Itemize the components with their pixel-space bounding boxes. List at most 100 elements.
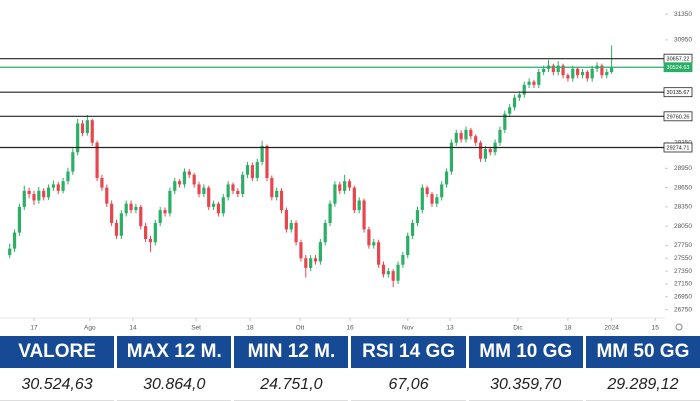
y-tick-label: 26950: [674, 294, 692, 301]
candle-body: [508, 107, 512, 114]
candle-body: [12, 232, 17, 249]
candle-body: [56, 184, 60, 191]
candle-body: [168, 190, 172, 214]
candle-body: [566, 75, 570, 79]
x-tick-label: 14: [129, 325, 137, 332]
candle-body: [216, 203, 221, 214]
candle-body: [110, 203, 114, 223]
y-tick-label: 28350: [674, 204, 692, 211]
level-label-box: [663, 62, 693, 73]
candle-body: [362, 200, 366, 230]
candle-body: [226, 184, 230, 198]
candle-body: [236, 190, 240, 195]
candle-body: [512, 97, 517, 108]
candle-body: [119, 213, 123, 236]
candle-body: [61, 181, 65, 191]
x-tick-label: 17: [30, 325, 38, 332]
table-value: 24.751,0: [234, 370, 349, 401]
candle-body: [415, 210, 420, 223]
candle-body: [250, 165, 255, 178]
x-tick-label: Dic: [513, 325, 523, 332]
candle-body: [537, 72, 541, 85]
candle-body: [488, 149, 492, 153]
candle-body: [556, 65, 560, 73]
y-tick-label: 30950: [674, 37, 692, 44]
candle-body: [80, 123, 85, 134]
candle-body: [464, 129, 468, 140]
candle-body: [129, 203, 133, 211]
chart: 26750 26950 27150 27350 27550 27750 28050 28350…: [0, 11, 693, 332]
level-label: 30657.22: [667, 57, 690, 63]
candle-body: [571, 68, 575, 79]
level-label-box: [663, 142, 693, 153]
table-header: MIN 12 M.: [234, 336, 349, 368]
candle-body: [343, 181, 347, 191]
candle-body: [309, 258, 313, 268]
candle-body: [410, 222, 415, 236]
candle-body: [401, 255, 405, 265]
candle-body: [46, 187, 51, 198]
x-tick-label: 15: [652, 325, 660, 332]
candle-body: [270, 177, 274, 198]
candle-body: [425, 187, 429, 195]
candle-body: [605, 72, 609, 76]
candle-body: [158, 210, 162, 223]
candle-body: [289, 222, 293, 230]
table-value: 30.864,0: [117, 370, 232, 401]
candle-body: [328, 203, 332, 223]
candle-body: [51, 184, 55, 188]
candle-body: [192, 174, 196, 185]
candle-body: [294, 222, 298, 243]
level-label: 30524.63: [667, 65, 690, 71]
candle-body: [144, 226, 148, 239]
candle-body: [37, 190, 41, 201]
y-tick-label: 27750: [674, 242, 692, 249]
level-label: 29274.71: [667, 145, 690, 151]
candle-body: [391, 271, 395, 281]
candle-body: [357, 200, 361, 211]
candle-body: [313, 258, 318, 262]
table-value: 67,06: [351, 370, 466, 401]
candle-body: [8, 248, 12, 256]
x-tick-label: Ago: [84, 325, 96, 332]
candle-body: [454, 133, 458, 143]
candle-body: [610, 67, 614, 73]
candle-body: [435, 197, 439, 204]
y-tick-label: 28950: [674, 165, 692, 172]
candle-body: [522, 84, 526, 95]
candle-body: [182, 171, 187, 185]
x-tick-label: Set: [191, 325, 201, 332]
table-value: 30.524,63: [0, 370, 115, 401]
candle-body: [114, 222, 119, 236]
candle-body: [372, 242, 376, 246]
candle-body: [449, 142, 454, 172]
candle-body: [469, 129, 473, 137]
candle-body: [42, 190, 46, 198]
candle-body: [338, 184, 342, 191]
candle-body: [576, 68, 580, 76]
table-header: MAX 12 M.: [117, 336, 232, 368]
candle-body: [207, 187, 211, 207]
candle-body: [406, 235, 410, 256]
level-label: 29760.26: [667, 114, 690, 120]
candle-body: [163, 210, 167, 214]
table-header: VALORE: [0, 336, 115, 368]
candle-body: [245, 165, 250, 175]
candle-body: [124, 203, 128, 214]
candle-body: [381, 264, 386, 275]
candle-body: [134, 206, 138, 211]
y-tick-label: 26750: [674, 306, 692, 313]
candle-body: [318, 242, 322, 262]
candle-body: [85, 120, 89, 134]
candle-body: [95, 142, 99, 178]
candle-body: [503, 113, 507, 130]
candle-body: [527, 81, 531, 85]
table-value: 30.359,70: [468, 370, 583, 401]
candle-body: [100, 177, 104, 188]
candle-body: [304, 258, 308, 268]
candle-body: [265, 145, 269, 178]
candle-body: [221, 197, 225, 214]
settings-icon: [675, 323, 683, 331]
candle-body: [396, 264, 400, 281]
